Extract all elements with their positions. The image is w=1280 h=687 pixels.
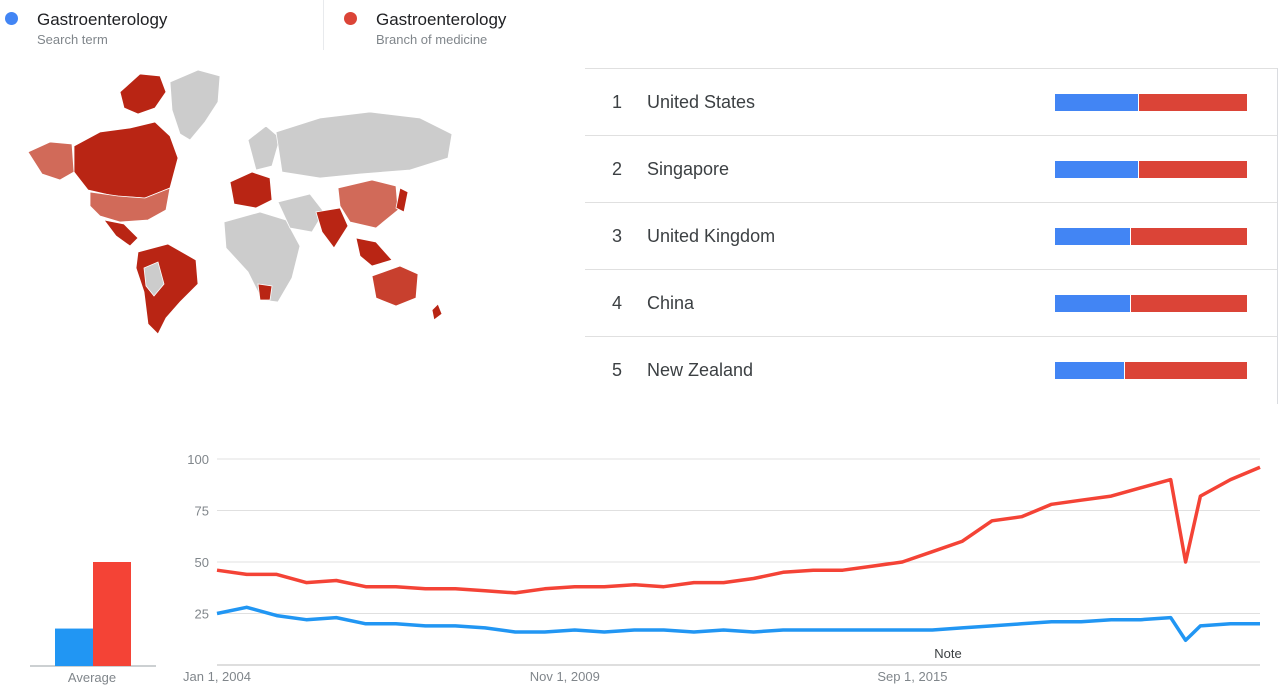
series-line-search-term	[216, 605, 1260, 643]
map-region-greenland[interactable]	[169, 69, 221, 141]
region-share-branch	[1131, 228, 1247, 245]
region-share-search-term	[1055, 228, 1130, 245]
map-region-mexico[interactable]	[103, 219, 139, 247]
region-share-search-term	[1055, 161, 1138, 178]
region-rank: 5	[612, 360, 623, 380]
region-share-bar	[1055, 161, 1247, 178]
y-tick-label: 100	[187, 452, 209, 467]
map-region-canada-arctic[interactable]	[119, 73, 167, 115]
legend-term-label: Gastroenterology	[376, 10, 507, 29]
region-name: China	[647, 293, 695, 313]
chart-gridlines	[217, 458, 1260, 666]
y-tick-label: 75	[195, 504, 209, 519]
y-axis-ticks: 25 50 75 100	[187, 452, 209, 622]
region-name: United Kingdom	[647, 226, 776, 246]
region-share-branch	[1125, 362, 1247, 379]
region-rank: 1	[612, 92, 623, 112]
interest-over-time-chart[interactable]: 25 50 75 100 Jan 1, 2004 Nov 1, 2009 Sep 1, 2…	[175, 440, 1280, 687]
y-tick-label: 25	[195, 607, 209, 622]
legend-type-label: Branch of medicine	[376, 32, 488, 47]
region-share-search-term	[1055, 94, 1138, 111]
region-share-branch	[1139, 94, 1247, 111]
map-region-south-africa[interactable]	[257, 283, 273, 301]
map-region-africa[interactable]	[223, 211, 301, 303]
region-share-search-term	[1055, 295, 1130, 312]
region-share-bar	[1055, 362, 1247, 379]
map-region-alaska[interactable]	[27, 141, 75, 181]
average-interest-chart[interactable]: Average	[0, 540, 170, 687]
x-tick-label: Jan 1, 2004	[183, 669, 251, 684]
map-region-japan[interactable]	[395, 187, 409, 213]
region-share-bar	[1055, 295, 1247, 312]
region-name: New Zealand	[647, 360, 754, 380]
region-share-branch	[1131, 295, 1247, 312]
map-region-new-zealand[interactable]	[431, 303, 443, 321]
legend-divider	[323, 0, 324, 50]
region-share-branch	[1139, 161, 1247, 178]
map-region-southeast-asia[interactable]	[355, 237, 393, 267]
region-row[interactable]: 5 New Zealand	[585, 336, 1277, 404]
average-bar-search-term	[55, 628, 93, 666]
map-region-south-america-grey[interactable]	[143, 261, 165, 297]
legend-type-label: Search term	[37, 32, 108, 47]
region-row[interactable]: 1 United States	[585, 68, 1277, 136]
region-share-bar	[1055, 94, 1247, 111]
note-annotation[interactable]: Note	[934, 646, 961, 661]
region-rank: 3	[612, 226, 623, 246]
region-row[interactable]: 3 United Kingdom	[585, 202, 1277, 270]
y-tick-label: 50	[195, 555, 209, 570]
region-row[interactable]: 4 China	[585, 269, 1277, 337]
world-map[interactable]	[20, 62, 580, 352]
map-region-middle-east[interactable]	[277, 193, 325, 233]
map-region-canada[interactable]	[73, 121, 179, 199]
region-name: Singapore	[647, 159, 730, 179]
map-region-india[interactable]	[315, 207, 349, 249]
legend-term-label: Gastroenterology	[37, 10, 168, 29]
region-share-bar	[1055, 228, 1247, 245]
x-tick-label: Sep 1, 2015	[877, 669, 947, 684]
region-rank: 2	[612, 159, 623, 179]
region-rank: 4	[612, 293, 623, 313]
comparison-legend: Gastroenterology Search term Gastroenter…	[0, 0, 1280, 50]
x-axis-ticks: Jan 1, 2004 Nov 1, 2009 Sep 1, 2015	[183, 669, 947, 684]
map-region-russia[interactable]	[275, 111, 453, 179]
map-region-united-states[interactable]	[89, 187, 171, 223]
region-ranking-table: 1 United States 2 Singapore 3 United Kin…	[585, 68, 1278, 404]
average-bar-branch	[93, 562, 131, 666]
branch-color-dot	[344, 12, 357, 25]
average-label: Average	[68, 670, 116, 685]
region-name: United States	[647, 92, 756, 112]
series-line-branch	[216, 465, 1261, 595]
x-tick-label: Nov 1, 2009	[530, 669, 600, 684]
search-term-color-dot	[5, 12, 18, 25]
map-region-australia[interactable]	[371, 265, 419, 307]
region-share-search-term	[1055, 362, 1124, 379]
map-region-europe[interactable]	[229, 171, 273, 209]
map-region-china[interactable]	[337, 179, 399, 229]
map-region-scandinavia[interactable]	[247, 125, 281, 171]
region-row[interactable]: 2 Singapore	[585, 135, 1277, 203]
map-region-south-america[interactable]	[135, 243, 199, 335]
